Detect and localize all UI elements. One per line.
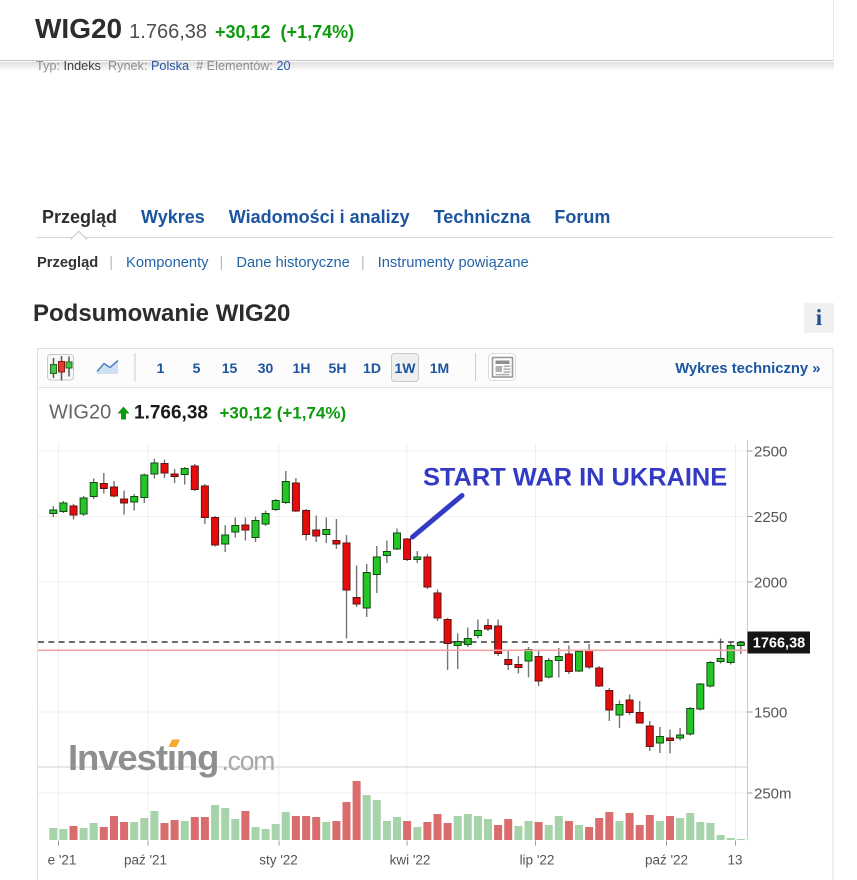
svg-text:2000: 2000 <box>754 575 787 592</box>
svg-text:2250: 2250 <box>754 509 787 526</box>
svg-text:Wykres techniczny »: Wykres techniczny » <box>675 361 820 377</box>
svg-text:1.766,38: 1.766,38 <box>134 403 208 424</box>
svg-text:WIG20: WIG20 <box>49 402 111 424</box>
svg-text:sty '22: sty '22 <box>259 853 298 868</box>
svg-text:1M: 1M <box>430 360 449 376</box>
svg-text:Investıng: Investıng <box>68 737 218 778</box>
svg-text:5: 5 <box>193 360 201 376</box>
svg-text:paź '22: paź '22 <box>645 853 688 868</box>
svg-text:30: 30 <box>258 360 274 376</box>
svg-text:1W: 1W <box>395 360 417 376</box>
svg-text:1D: 1D <box>363 360 381 376</box>
svg-text:kwi '22: kwi '22 <box>390 853 431 868</box>
svg-text:.com: .com <box>222 746 275 776</box>
svg-text:5H: 5H <box>329 360 347 376</box>
svg-text:+30,12 (+1,74%): +30,12 (+1,74%) <box>220 404 347 423</box>
svg-text:250m: 250m <box>754 786 792 803</box>
svg-text:15: 15 <box>222 360 238 376</box>
svg-text:1H: 1H <box>293 360 311 376</box>
svg-text:1766,38: 1766,38 <box>753 636 805 652</box>
svg-text:lip '22: lip '22 <box>520 853 555 868</box>
svg-text:2500: 2500 <box>754 444 787 461</box>
svg-text:paź '21: paź '21 <box>124 853 167 868</box>
svg-text:START WAR IN UKRAINE: START WAR IN UKRAINE <box>423 464 727 492</box>
svg-text:1500: 1500 <box>754 705 787 722</box>
svg-text:13: 13 <box>727 853 742 868</box>
svg-text:1: 1 <box>157 360 165 376</box>
svg-text:e '21: e '21 <box>48 853 77 868</box>
